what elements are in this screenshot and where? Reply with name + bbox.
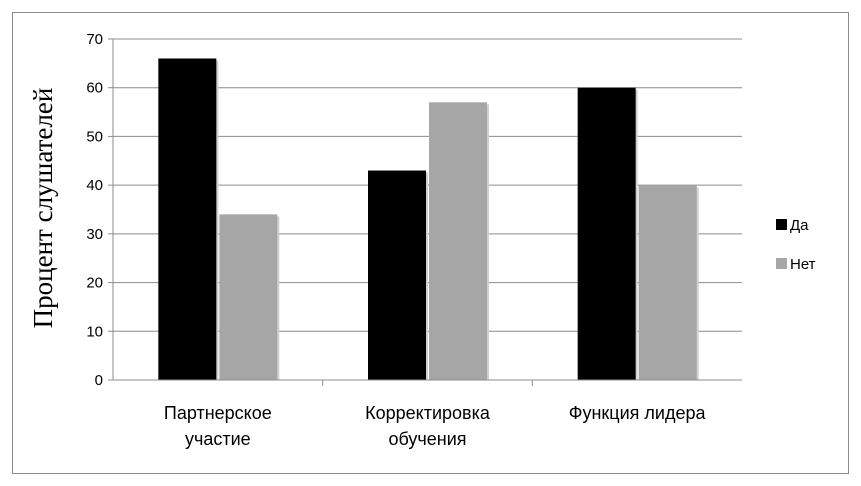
y-tick-label: 40	[86, 177, 103, 194]
y-tick-labels: 0 10 20 30 40 50 60 70	[86, 31, 103, 389]
x-category-label: участие	[185, 429, 251, 449]
y-tick-label: 20	[86, 275, 103, 292]
bar-net	[219, 214, 278, 380]
bars	[158, 58, 699, 380]
legend-swatch	[776, 219, 787, 230]
y-tick-label: 60	[86, 80, 103, 97]
y-tick-label: 50	[86, 128, 103, 145]
x-category-label: Корректировка	[365, 403, 491, 423]
legend-swatch	[776, 258, 787, 269]
y-tick-label: 70	[86, 31, 103, 48]
y-tick-label: 0	[95, 372, 103, 389]
y-tick-label: 10	[86, 323, 103, 340]
bar-net	[429, 102, 487, 380]
bar-da	[368, 170, 426, 380]
legend-label: Нет	[790, 256, 816, 273]
axes	[108, 38, 742, 386]
x-category-label: Функция лидера	[569, 403, 707, 423]
legend: Да Нет	[776, 217, 816, 273]
bar-da	[158, 58, 217, 380]
bar-da	[577, 87, 636, 380]
y-axis-label: Процент слушателей	[28, 88, 58, 329]
bar-net	[638, 185, 697, 380]
legend-label: Да	[790, 217, 809, 234]
x-category-labels: Партнерское участие Корректировка обучения Ф…	[164, 403, 707, 449]
x-category-label: обучения	[388, 429, 466, 449]
y-tick-label: 30	[86, 226, 103, 243]
x-category-label: Партнерское	[164, 403, 272, 423]
